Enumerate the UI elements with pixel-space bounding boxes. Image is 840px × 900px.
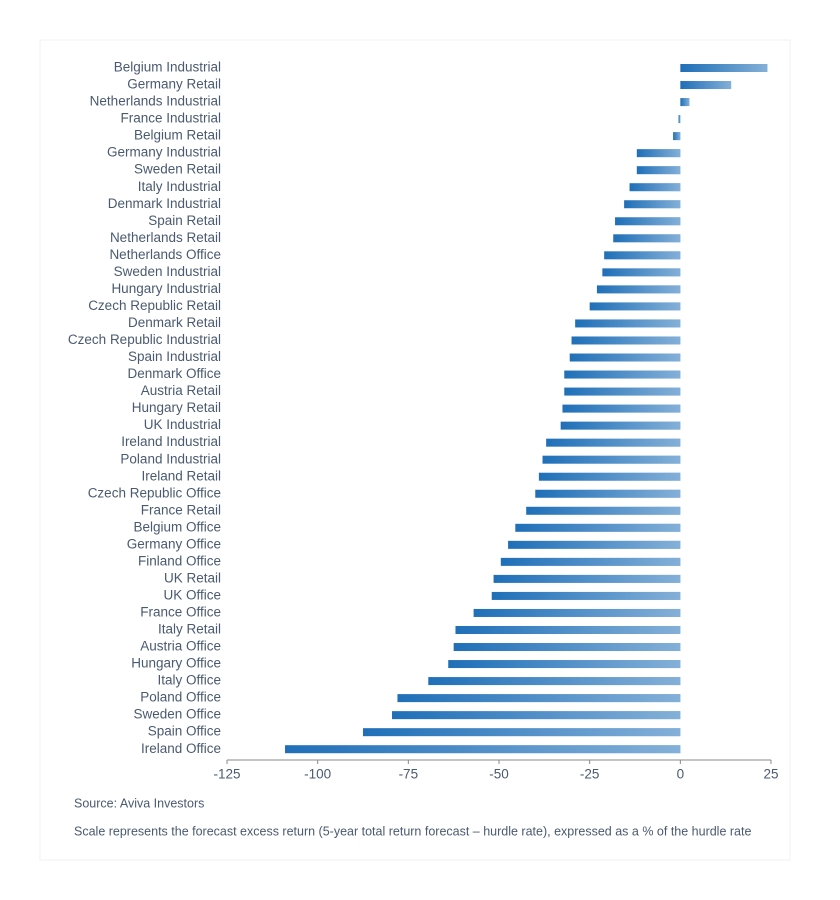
bar-shine bbox=[673, 132, 681, 141]
bar-shine bbox=[678, 115, 681, 124]
x-tick-label: 0 bbox=[677, 767, 685, 782]
y-tick-label: France Retail bbox=[141, 502, 221, 517]
bar-shine bbox=[596, 285, 681, 294]
bar-shine bbox=[564, 370, 681, 379]
bar-shine bbox=[455, 625, 681, 634]
y-tick-label: Poland Office bbox=[140, 690, 221, 705]
bar-shine bbox=[680, 64, 768, 72]
y-tick-label: Germany Industrial bbox=[107, 145, 221, 160]
bar-shine bbox=[636, 149, 681, 158]
y-tick-label: Netherlands Office bbox=[109, 247, 221, 262]
y-tick-label: France Office bbox=[140, 605, 221, 620]
y-tick-label: Denmark Industrial bbox=[108, 196, 221, 211]
y-tick-label: Denmark Retail bbox=[128, 315, 221, 330]
bar-shine bbox=[629, 183, 681, 192]
bar-shine bbox=[392, 711, 681, 720]
bar-shine bbox=[285, 745, 681, 754]
bar-shine bbox=[491, 591, 681, 600]
note: Scale represents the forecast excess ret… bbox=[74, 824, 751, 838]
y-tick-label: Germany Retail bbox=[127, 77, 221, 92]
x-tick-label: 25 bbox=[763, 767, 778, 782]
x-tick-label: -100 bbox=[304, 767, 331, 782]
frame bbox=[39, 39, 791, 861]
x-tick-label: -25 bbox=[580, 767, 600, 782]
bar-shine bbox=[508, 540, 681, 549]
x-tick-label: -125 bbox=[213, 767, 240, 782]
y-tick-label: Austria Office bbox=[140, 639, 221, 654]
bar-shine bbox=[604, 251, 681, 260]
x-tick-label: -50 bbox=[489, 767, 509, 782]
bar-shine bbox=[613, 234, 681, 243]
y-tick-label: Czech Republic Industrial bbox=[68, 332, 221, 347]
bar-shine bbox=[680, 98, 690, 107]
bar-shine bbox=[453, 643, 681, 652]
bar-shine bbox=[542, 455, 681, 464]
bar-shine bbox=[680, 81, 732, 90]
x-tick-label: -75 bbox=[399, 767, 419, 782]
bar-shine bbox=[397, 694, 681, 703]
y-tick-label: Netherlands Retail bbox=[110, 230, 221, 245]
y-tick-label: Spain Industrial bbox=[128, 349, 221, 364]
y-tick-label: Belgium Office bbox=[133, 519, 221, 534]
y-tick-label: Spain Retail bbox=[148, 213, 221, 228]
bar-shine bbox=[538, 472, 681, 481]
y-tick-label: Ireland Industrial bbox=[121, 434, 221, 449]
y-tick-label: Poland Industrial bbox=[120, 451, 221, 466]
y-tick-label: UK Industrial bbox=[144, 417, 221, 432]
bar-shine bbox=[515, 523, 681, 532]
bar-shine bbox=[546, 438, 681, 447]
bar-shine bbox=[624, 200, 681, 209]
bar-shine bbox=[575, 319, 681, 328]
y-tick-label: Italy Industrial bbox=[138, 179, 221, 194]
y-tick-label: Belgium Retail bbox=[134, 128, 221, 143]
bar-shine bbox=[526, 506, 681, 515]
y-tick-label: Netherlands Industrial bbox=[90, 94, 221, 109]
y-tick-label: Ireland Retail bbox=[141, 468, 221, 483]
bar-shine bbox=[589, 302, 681, 311]
y-tick-label: Sweden Office bbox=[133, 707, 221, 722]
y-tick-label: Sweden Industrial bbox=[114, 264, 221, 279]
y-tick-label: Italy Office bbox=[157, 673, 221, 688]
y-tick-label: Hungary Retail bbox=[132, 400, 221, 415]
y-tick-label: Austria Retail bbox=[141, 383, 221, 398]
y-tick-label: France Industrial bbox=[120, 111, 221, 126]
y-tick-label: Hungary Industrial bbox=[111, 281, 221, 296]
bar-shine bbox=[615, 217, 681, 226]
y-tick-label: Belgium Industrial bbox=[114, 60, 221, 75]
y-tick-label: Ireland Office bbox=[141, 741, 221, 756]
bar-shine bbox=[363, 728, 681, 737]
y-tick-label: Sweden Retail bbox=[134, 162, 221, 177]
bar-shine bbox=[493, 574, 681, 583]
bar-shine bbox=[500, 557, 681, 566]
bar-shine bbox=[571, 336, 681, 345]
bar-shine bbox=[448, 660, 681, 669]
bar-shine bbox=[535, 489, 681, 498]
y-tick-label: Czech Republic Retail bbox=[88, 298, 221, 313]
bar-shine bbox=[636, 166, 681, 175]
bar-shine bbox=[569, 353, 681, 362]
y-tick-label: Hungary Office bbox=[131, 656, 221, 671]
bar-shine bbox=[560, 421, 681, 430]
y-tick-label: Germany Office bbox=[127, 536, 221, 551]
bar-shine bbox=[428, 677, 681, 686]
y-tick-label: Czech Republic Office bbox=[88, 485, 221, 500]
y-tick-label: UK Retail bbox=[164, 570, 221, 585]
bar-shine bbox=[564, 387, 681, 396]
source: Source: Aviva Investors bbox=[74, 796, 204, 810]
y-tick-label: UK Office bbox=[163, 587, 221, 602]
y-tick-label: Finland Office bbox=[138, 553, 221, 568]
bar-shine bbox=[562, 404, 681, 413]
bar-shine bbox=[473, 608, 681, 617]
y-tick-label: Italy Retail bbox=[158, 622, 221, 637]
y-tick-label: Spain Office bbox=[148, 724, 221, 739]
bar-shine bbox=[602, 268, 681, 277]
y-tick-label: Denmark Office bbox=[127, 366, 221, 381]
